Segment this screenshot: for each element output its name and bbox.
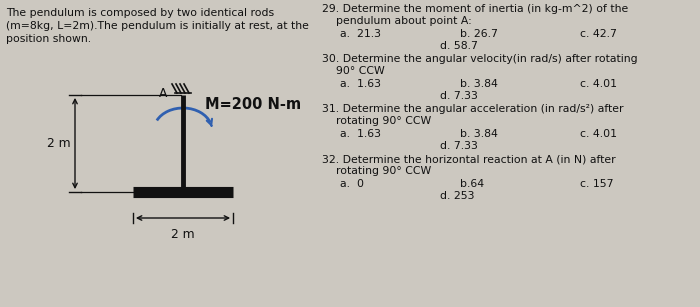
- Text: 2 m: 2 m: [47, 137, 71, 150]
- Text: (m=8kg, L=2m).The pendulum is initially at rest, at the: (m=8kg, L=2m).The pendulum is initially …: [6, 21, 309, 31]
- Text: a.  1.63: a. 1.63: [340, 129, 381, 139]
- Text: c. 4.01: c. 4.01: [580, 79, 617, 89]
- Text: 29. Determine the moment of inertia (in kg-m^2) of the: 29. Determine the moment of inertia (in …: [322, 4, 629, 14]
- Text: A: A: [159, 87, 167, 100]
- Text: c. 157: c. 157: [580, 179, 613, 189]
- Text: 32. Determine the horizontal reaction at A (in N) after: 32. Determine the horizontal reaction at…: [322, 154, 615, 164]
- Text: rotating 90° CCW: rotating 90° CCW: [322, 116, 431, 126]
- Text: b. 3.84: b. 3.84: [460, 79, 498, 89]
- Text: d. 58.7: d. 58.7: [440, 41, 478, 51]
- Text: d. 7.33: d. 7.33: [440, 141, 478, 151]
- Text: 90° CCW: 90° CCW: [322, 66, 385, 76]
- Text: pendulum about point A:: pendulum about point A:: [322, 16, 472, 26]
- Text: b.64: b.64: [460, 179, 484, 189]
- Text: a.  1.63: a. 1.63: [340, 79, 381, 89]
- Text: b. 26.7: b. 26.7: [460, 29, 498, 39]
- Text: c. 42.7: c. 42.7: [580, 29, 617, 39]
- Text: d. 7.33: d. 7.33: [440, 91, 478, 101]
- Text: position shown.: position shown.: [6, 34, 91, 44]
- Text: The pendulum is composed by two identical rods: The pendulum is composed by two identica…: [6, 8, 274, 18]
- Text: a.  21.3: a. 21.3: [340, 29, 381, 39]
- Text: 31. Determine the angular acceleration (in rad/s²) after: 31. Determine the angular acceleration (…: [322, 104, 624, 114]
- Text: rotating 90° CCW: rotating 90° CCW: [322, 166, 431, 176]
- Text: 30. Determine the angular velocity(in rad/s) after rotating: 30. Determine the angular velocity(in ra…: [322, 54, 638, 64]
- Text: b. 3.84: b. 3.84: [460, 129, 498, 139]
- Text: a.  0: a. 0: [340, 179, 364, 189]
- Text: 2 m: 2 m: [172, 228, 195, 241]
- Text: c. 4.01: c. 4.01: [580, 129, 617, 139]
- Text: d. 253: d. 253: [440, 191, 475, 201]
- Text: M=200 N-m: M=200 N-m: [205, 97, 301, 112]
